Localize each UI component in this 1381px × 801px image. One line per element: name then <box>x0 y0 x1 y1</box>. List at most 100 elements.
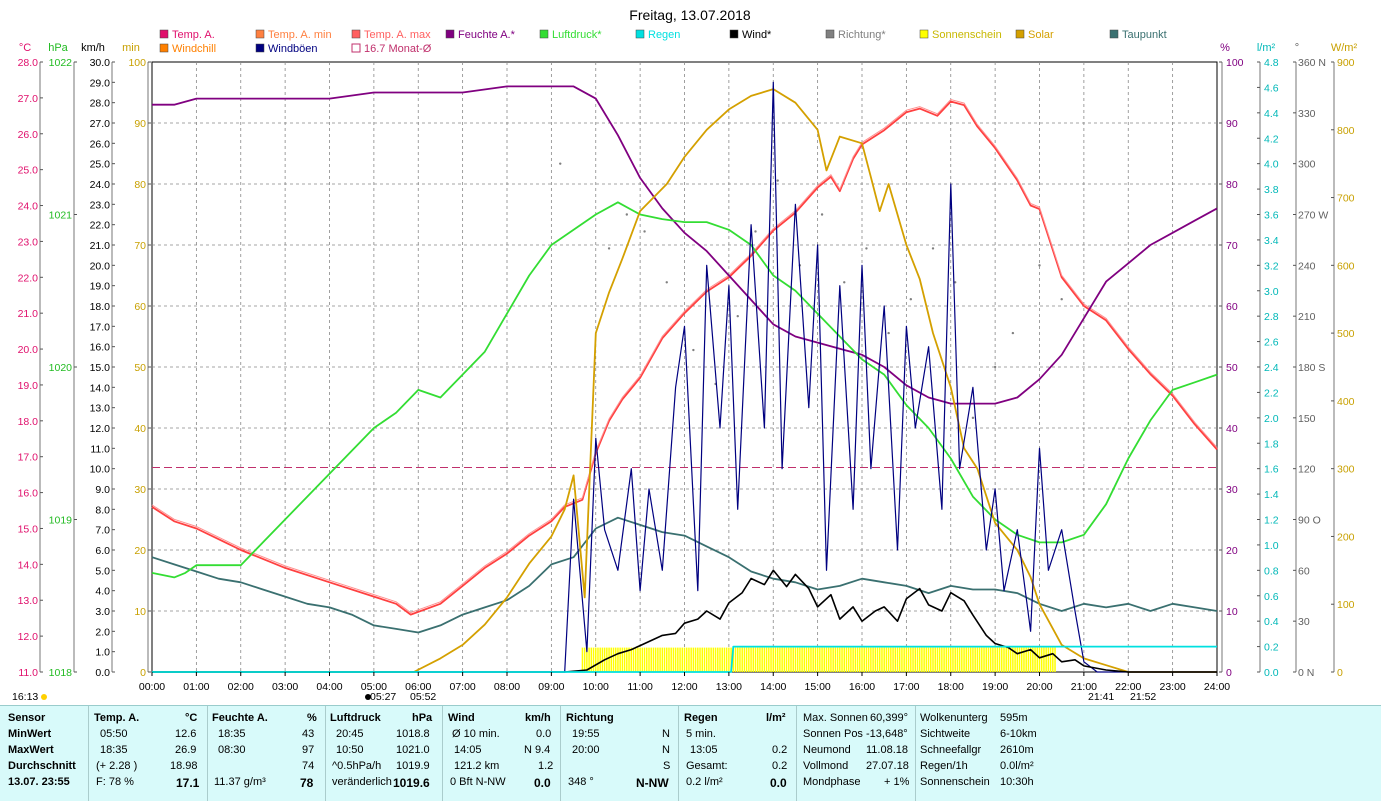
rain-tick-label: 3.6 <box>1264 210 1279 222</box>
wind-tick-label: 4.0 <box>95 586 110 598</box>
x-tick-label: 08:00 <box>494 681 520 693</box>
temp-tick-label: 12.0 <box>18 631 39 643</box>
misc-label-rain-1h: Regen/1h <box>920 760 968 772</box>
sun-tick-label: 20 <box>134 545 146 557</box>
rain-total-value: 0.2 <box>772 760 788 772</box>
x-tick-label: 14:00 <box>760 681 786 693</box>
temp-unit: °C <box>185 712 198 724</box>
wind-tick-label: 9.0 <box>95 484 110 496</box>
rain-tick-label: 2.6 <box>1264 337 1279 349</box>
humidity-min-time: 18:35 <box>218 728 246 740</box>
direction-tick-label: 330 <box>1298 108 1316 120</box>
temp-tick-label: 17.0 <box>18 452 39 464</box>
pressure-max-time: 10:50 <box>336 744 364 756</box>
legend-label: Regen <box>648 29 680 41</box>
rain-header: Regen <box>684 712 718 724</box>
misc-value-sunshine: 10:30h <box>1000 776 1034 788</box>
direction-tick-label: 180 S <box>1298 362 1325 374</box>
series-layer <box>151 81 1218 673</box>
sun-tick-label: 60 <box>134 301 146 313</box>
sun-tick-label: 100 <box>128 57 146 69</box>
misc-label-snowline: Schneefallgr <box>920 744 982 756</box>
wind-tick-label: 11.0 <box>90 443 110 455</box>
temp-current-value: 17.1 <box>176 776 200 790</box>
row-label-avg: Durchschnitt <box>8 760 76 772</box>
legend-label: Temp. A. min <box>268 29 332 41</box>
wind-tick-label: 1.0 <box>95 647 110 659</box>
direction-point <box>625 213 629 216</box>
legend-swatch <box>159 43 169 53</box>
x-tick-label: 17:00 <box>893 681 919 693</box>
temp-tick-label: 18.0 <box>18 416 39 428</box>
time-left-label: 16:13 <box>12 691 38 703</box>
temp-max-value: 26.9 <box>175 744 197 756</box>
solar-unit-label: W/m² <box>1331 42 1358 54</box>
wind-max-time: 14:05 <box>454 744 482 756</box>
misc-value-visibility: 6-10km <box>1000 728 1037 740</box>
sun-tick-label: 70 <box>134 240 146 252</box>
series-temp-max-overlay <box>151 98 1218 614</box>
wind-tick-label: 25.0 <box>90 159 111 171</box>
rain-unit: l/m² <box>766 712 786 724</box>
temp-tick-label: 16.0 <box>18 488 39 500</box>
x-tick-label: 16:00 <box>849 681 875 693</box>
chart-title: Freitag, 13.07.2018 <box>629 7 751 23</box>
rain-tick-label: 0.8 <box>1264 565 1279 577</box>
humidity-tick-label: 90 <box>1226 118 1238 130</box>
temp-tick-label: 19.0 <box>18 380 39 392</box>
direction-tick-label: 360 N <box>1298 57 1326 69</box>
rain-tick-label: 0.0 <box>1264 667 1279 679</box>
x-tick-label: 24:00 <box>1204 681 1230 693</box>
x-tick-label: 18:00 <box>938 681 964 693</box>
rain-total-label: Gesamt: <box>686 760 728 772</box>
direction-tick-label: 0 N <box>1298 667 1314 679</box>
astro-value-new-moon: 11.08.18 <box>866 744 909 756</box>
direction-point <box>607 247 611 250</box>
legend-label: Temp. A. max <box>364 29 431 41</box>
wind-current-value: 0.0 <box>534 776 551 790</box>
wind-tick-label: 18.0 <box>90 301 111 313</box>
wind-avg-label: Ø 10 min. <box>452 728 500 740</box>
wind-tick-label: 12.0 <box>90 423 111 435</box>
row-label-max: MaxWert <box>8 744 54 756</box>
sun-tick-label: 40 <box>134 423 146 435</box>
temp-tick-label: 14.0 <box>18 559 39 571</box>
temp-avg-value: 18.98 <box>170 760 198 772</box>
x-tick-label: 00:00 <box>139 681 165 693</box>
series-temp-a <box>151 100 1218 616</box>
axis-units: °C hPa km/h min% l/m² ° W/m² <box>19 42 1358 54</box>
sun-icon <box>41 694 47 700</box>
solar-tick-label: 300 <box>1337 464 1355 476</box>
direction-tick-label: 60 <box>1298 565 1310 577</box>
legend-swatch <box>1015 29 1025 39</box>
legend: Temp. A. Temp. A. min Temp. A. max Feuchte … <box>159 29 1167 55</box>
twilight-end-label: 21:41 <box>1088 691 1114 703</box>
legend-swatch <box>729 29 739 39</box>
direction-tick-label: 270 W <box>1298 210 1328 222</box>
humidity-min-value: 43 <box>302 728 315 740</box>
legend-swatch <box>351 43 361 53</box>
rain-tick-label: 3.8 <box>1264 184 1279 196</box>
legend-swatch <box>351 29 361 39</box>
direction-tick-label: 300 <box>1298 159 1316 171</box>
solar-tick-label: 400 <box>1337 396 1355 408</box>
wind-avg-day: 1.2 <box>538 760 554 772</box>
pressure-tick-label: 1022 <box>49 57 73 69</box>
humidity-header: Feuchte A. <box>212 712 268 724</box>
rain-tick-label: 0.2 <box>1264 642 1279 654</box>
wind-tick-label: 15.0 <box>90 362 111 374</box>
astro-label-full-moon: Vollmond <box>803 760 849 772</box>
direction-point <box>843 281 846 284</box>
humidity-absolute: 11.37 g/m³ <box>214 776 266 788</box>
temp-tick-label: 20.0 <box>18 344 39 356</box>
direction-tick-label: 240 <box>1298 260 1316 272</box>
direction-point <box>887 331 890 335</box>
solar-tick-label: 0 <box>1337 667 1343 679</box>
legend-swatch <box>159 29 169 39</box>
pressure-min-time: 20:45 <box>336 728 364 740</box>
astro-label-max-sun: Max. Sonnen <box>803 712 868 724</box>
humidity-tick-label: 0 <box>1226 667 1232 679</box>
rain-tick-label: 3.2 <box>1264 260 1279 272</box>
series-feuchte-a <box>152 85 1218 405</box>
legend-label: 16.7 Monat-Ø <box>364 43 432 55</box>
